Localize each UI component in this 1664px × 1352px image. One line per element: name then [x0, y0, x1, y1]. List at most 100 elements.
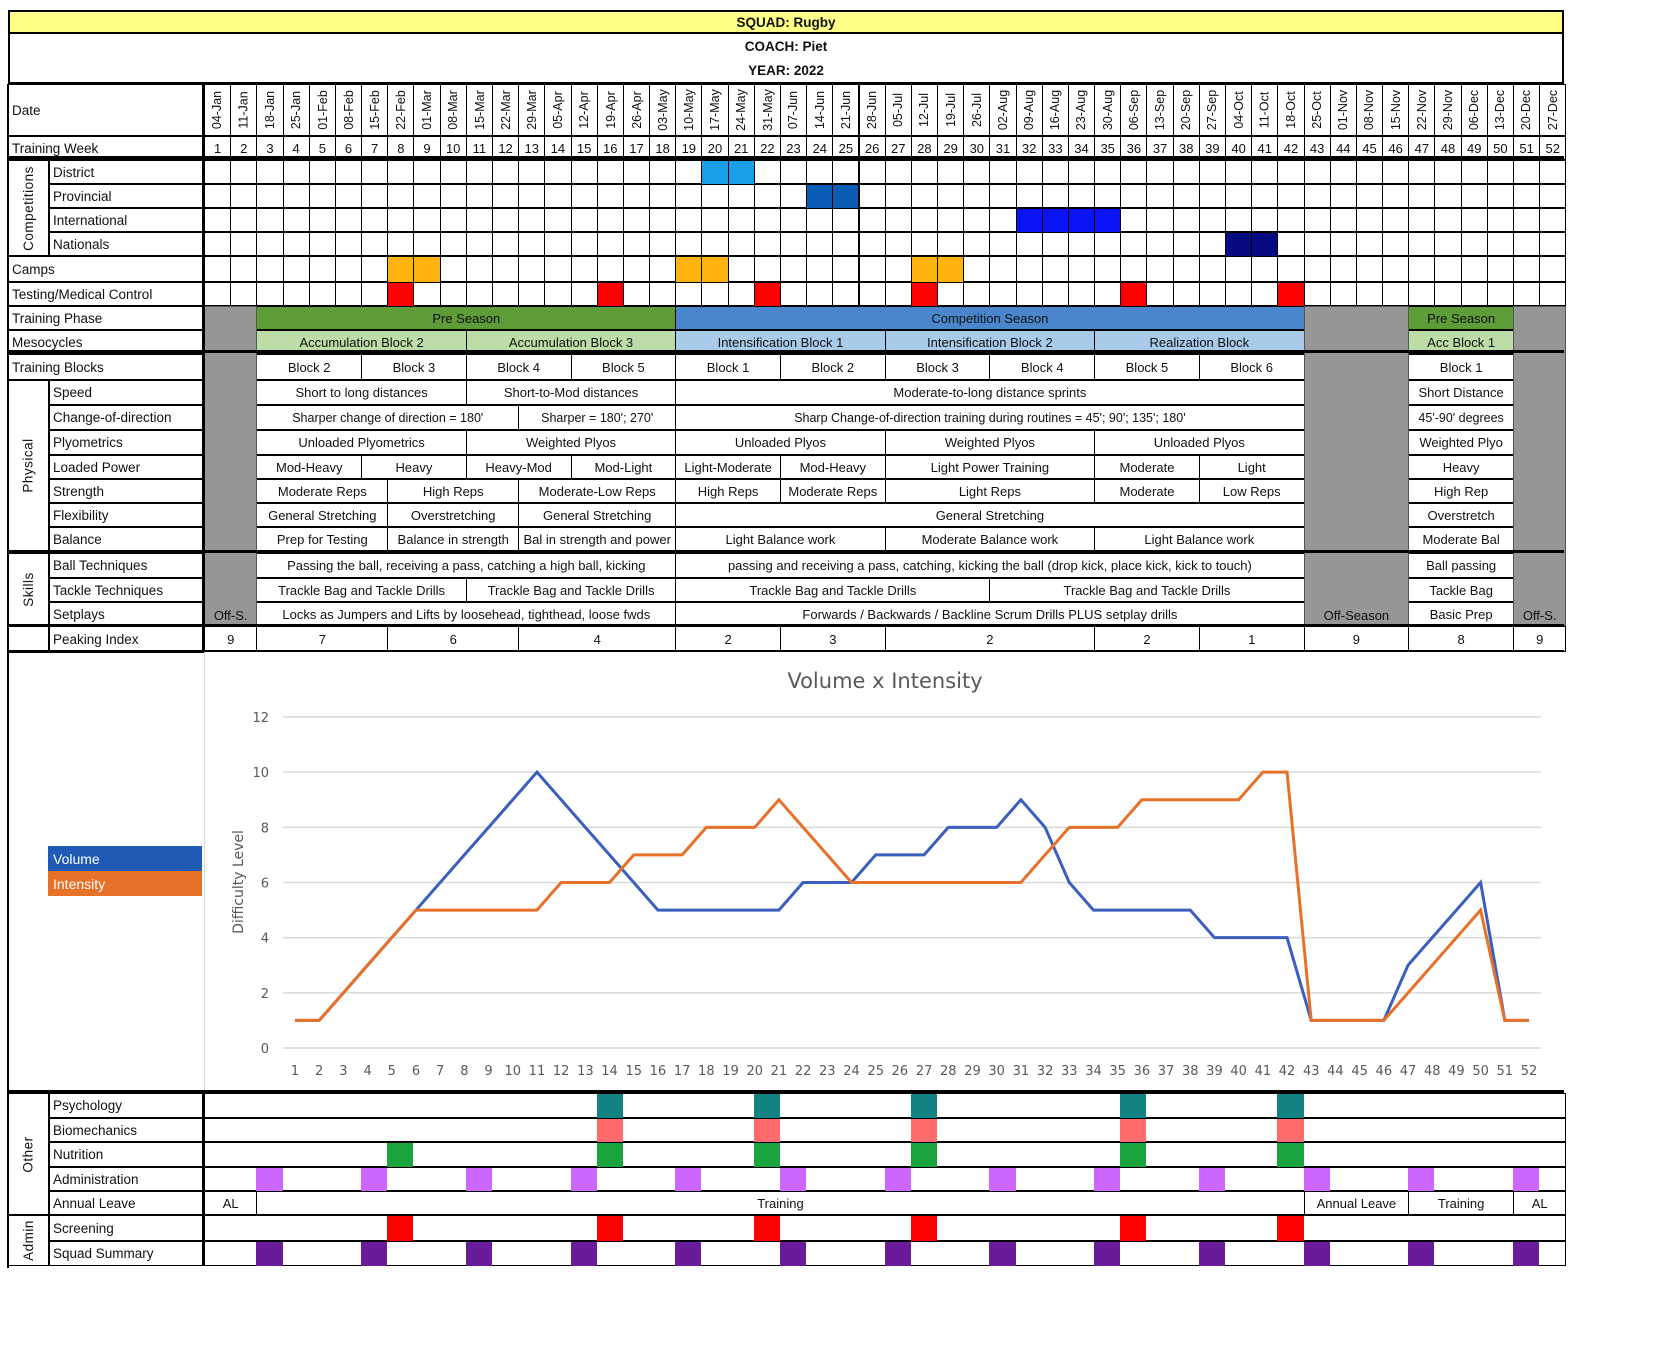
week-cell	[491, 256, 520, 282]
x-tick-label: 52	[1521, 1064, 1538, 1079]
week-cell	[1277, 232, 1305, 256]
week-cell	[387, 232, 415, 256]
week-cell	[544, 184, 572, 208]
week-cell	[1408, 282, 1436, 306]
week-cell	[1486, 160, 1514, 184]
squad-summary-marker	[1094, 1242, 1121, 1266]
peaking-index-span: 9	[1513, 626, 1567, 652]
week-cell	[308, 282, 336, 306]
week-cell	[361, 208, 389, 232]
week-cell	[230, 282, 258, 306]
week-cell	[570, 208, 598, 232]
week-cell	[1120, 184, 1148, 208]
week-cell	[1277, 184, 1305, 208]
week-cell	[622, 160, 651, 184]
date-text: 13-Dec	[1493, 89, 1508, 131]
x-tick-label: 8	[460, 1064, 468, 1079]
physical-strength-span: Moderate-Low Reps	[518, 479, 677, 503]
competition-district-marker	[728, 161, 754, 184]
row-label-provincial: Provincial	[49, 184, 204, 208]
psychology-marker	[596, 1094, 623, 1118]
physical-speed-span: Short-to-Mod distances	[465, 380, 677, 405]
week-cell	[779, 232, 808, 256]
week-cell	[1539, 256, 1567, 282]
camp-marker	[676, 257, 702, 282]
week-cell	[779, 208, 808, 232]
week-cell	[491, 160, 520, 184]
week-cell	[1434, 282, 1462, 306]
week-cell	[1146, 256, 1174, 282]
annual-leave-span: Annual Leave	[1303, 1191, 1410, 1215]
physical-speed-span: Short Distance	[1408, 380, 1514, 405]
squad-summary-marker	[465, 1242, 492, 1266]
week-cell	[308, 256, 336, 282]
date-cell: 13-Dec	[1486, 84, 1514, 136]
peaking-index-span: 2	[884, 626, 1096, 652]
week-cell	[649, 282, 677, 306]
training-block-span: Block 3	[884, 354, 991, 380]
week-cell	[963, 282, 991, 306]
row-label-district: District	[49, 160, 204, 184]
physical-loaded-power-span: Heavy-Mod	[465, 455, 572, 479]
date-text: 29-Nov	[1441, 89, 1456, 131]
week-cell	[1539, 282, 1567, 306]
week-cell	[701, 208, 729, 232]
series-line-volume	[295, 769, 1529, 1022]
x-tick-label: 22	[795, 1064, 812, 1079]
week-cell	[361, 282, 389, 306]
week-cell	[1329, 160, 1357, 184]
peaking-index-span: 1	[1198, 626, 1305, 652]
week-cell	[596, 208, 624, 232]
week-cell	[832, 282, 860, 306]
chart-title: Volume x Intensity	[787, 669, 982, 693]
x-tick-label: 34	[1085, 1064, 1102, 1079]
date-cell: 01-Mar	[413, 84, 441, 136]
date-cell: 05-Jul	[884, 84, 912, 136]
peaking-index-span: 6	[387, 626, 520, 652]
date-text: 22-Feb	[393, 90, 408, 130]
physical-balance-span: Light Balance work	[675, 527, 886, 551]
physical-loaded-power-span: Heavy	[361, 455, 467, 479]
screening-marker	[596, 1216, 623, 1241]
date-cell: 18-Oct	[1277, 84, 1305, 136]
administration-marker	[1198, 1168, 1225, 1191]
week-cell	[1172, 208, 1200, 232]
skills-tackle-span: Trackle Bag and Tackle Drills	[989, 578, 1305, 602]
off-season-block: Off-Season	[1303, 306, 1410, 626]
week-cell	[1486, 208, 1514, 232]
competition-international-marker	[1068, 209, 1095, 232]
physical-plyometrics-span: Unloaded Plyos	[1094, 430, 1305, 455]
date-text: 11-Jan	[236, 91, 251, 129]
week-cell	[491, 232, 520, 256]
week-cell	[1434, 232, 1462, 256]
week-cell	[256, 184, 284, 208]
week-cell	[1015, 160, 1043, 184]
week-cell	[413, 160, 441, 184]
week-cell	[282, 282, 310, 306]
week-cell	[622, 256, 651, 282]
date-cell: 27-Sep	[1198, 84, 1226, 136]
date-text: 01-Mar	[420, 90, 435, 130]
week-cell	[204, 184, 232, 208]
physical-flexibility-span: General Stretching	[518, 503, 677, 527]
week-cell	[387, 160, 415, 184]
competition-provincial-marker	[807, 185, 833, 208]
off-season-block: Off-S.	[204, 306, 258, 626]
week-cell	[1015, 256, 1043, 282]
row-label-squad-summary: Squad Summary	[49, 1241, 204, 1266]
week-cell	[1513, 208, 1541, 232]
week-cell	[1067, 160, 1096, 184]
section-divider	[8, 156, 1564, 159]
peaking-index-span: 4	[518, 626, 677, 652]
row-label-flexibility: Flexibility	[49, 503, 204, 527]
y-tick-label: 4	[261, 932, 269, 947]
date-cell: 08-Nov	[1355, 84, 1384, 136]
week-cell	[989, 184, 1017, 208]
administration-marker	[675, 1168, 702, 1191]
y-tick-label: 0	[261, 1042, 269, 1057]
week-cell	[832, 232, 860, 256]
date-cell: 04-Jan	[204, 84, 232, 136]
week-cell	[544, 208, 572, 232]
week-cell	[701, 184, 729, 208]
